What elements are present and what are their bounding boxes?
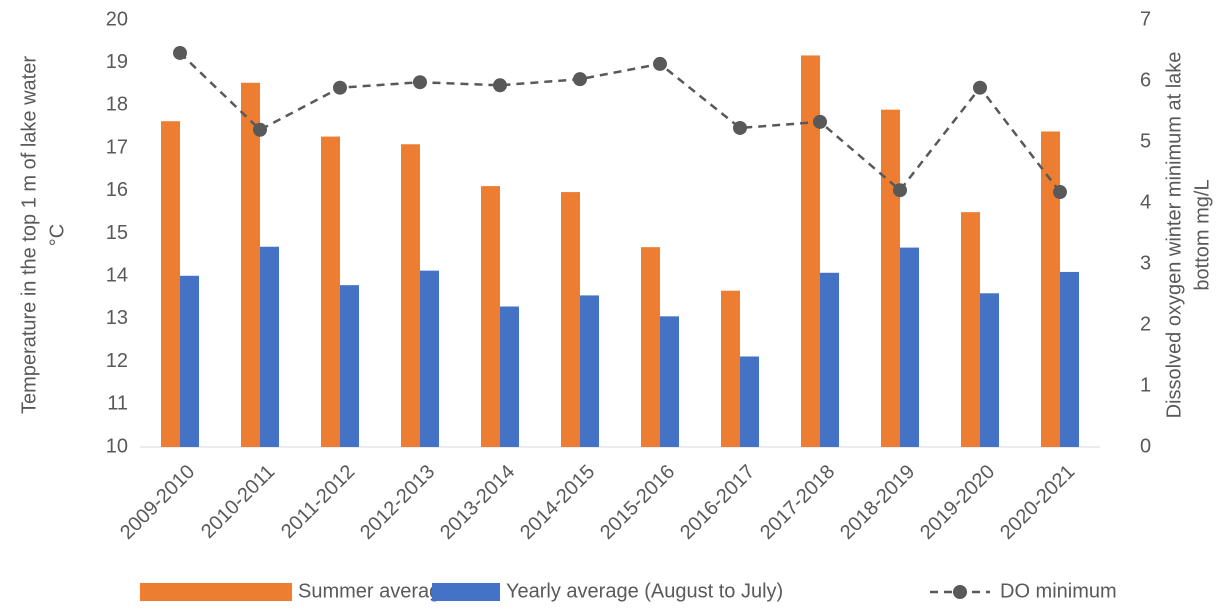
x-tick-label: 2018-2019 [836,461,919,544]
marker [173,45,187,60]
marker [893,183,907,198]
bar [241,82,260,448]
x-tick-label: 2013-2014 [436,461,519,544]
bar [801,55,820,447]
legend-swatch [432,583,500,601]
x-tick-label: 2019-2020 [916,461,999,544]
marker [253,122,267,137]
y2-tick-label: 0 [1140,435,1151,457]
y2-axis-label: bottom mg/L [1191,179,1213,290]
marker [973,80,987,95]
y2-tick-label: 7 [1140,8,1151,30]
y2-tick-label: 4 [1140,191,1151,213]
marker [413,75,427,90]
y2-tick-label: 1 [1140,374,1151,396]
bar [340,285,359,447]
y-tick-label: 15 [106,222,128,244]
bar [820,272,839,447]
y2-tick-label: 2 [1140,313,1151,335]
marker [493,78,507,93]
x-tick-label: 2014-2015 [516,461,599,544]
x-tick-label: 2010-2011 [197,461,279,543]
y2-tick-label: 5 [1140,130,1151,152]
y-tick-label: 12 [106,350,128,372]
y2-tick-label: 3 [1140,252,1151,274]
marker [1053,185,1067,200]
x-tick-label: 2017-2018 [756,461,839,544]
bar [660,316,679,447]
bar [580,295,599,447]
bar [321,136,340,448]
bar [561,192,580,447]
legend-label: DO minimum [1000,580,1117,602]
y-tick-label: 19 [106,51,128,73]
x-tick-label: 2020-2021 [996,461,1079,544]
marker [333,80,347,95]
y-tick-label: 10 [106,435,128,457]
y2-tick-label: 6 [1140,69,1151,91]
y-tick-label: 20 [106,8,128,30]
bar [641,247,660,447]
y-tick-label: 17 [106,136,128,158]
y-tick-label: 13 [106,307,128,329]
marker [813,114,827,129]
x-tick-label: 2012-2013 [356,461,439,544]
x-tick-label: 2011-2012 [277,461,359,543]
bar [401,144,420,447]
bar [881,109,900,448]
bar [721,290,740,447]
bar [980,293,999,447]
bar [1041,131,1060,447]
bar [500,306,519,447]
bar [420,270,439,447]
x-tick-label: 2016-2017 [676,461,759,544]
line [179,52,1061,193]
bar [161,121,180,447]
bar [740,356,759,447]
y2-axis-label: Dissolved oxygen winter minimum at lake [1163,52,1185,419]
legend-label: Yearly average (August to July) [506,580,783,602]
marker [573,72,587,87]
marker [733,120,747,135]
x-tick-label: 2009-2010 [116,461,199,544]
y-tick-label: 18 [106,94,128,116]
legend-label: Summer average [298,580,451,602]
bar [961,212,980,447]
bar [180,275,199,447]
bar [1060,271,1079,447]
y-axis-label: Temperature in the top 1 m of lake water [18,56,40,414]
legend-marker [953,585,967,599]
y-tick-label: 14 [106,264,128,286]
y-tick-label: 11 [107,393,128,415]
x-tick-label: 2015-2016 [596,461,679,544]
y-axis-unit: °C [46,224,68,246]
bar [900,247,919,447]
marker [653,56,667,71]
y-tick-label: 16 [106,179,128,201]
bar [481,186,500,447]
bar [260,246,279,447]
legend-swatch [140,583,292,601]
